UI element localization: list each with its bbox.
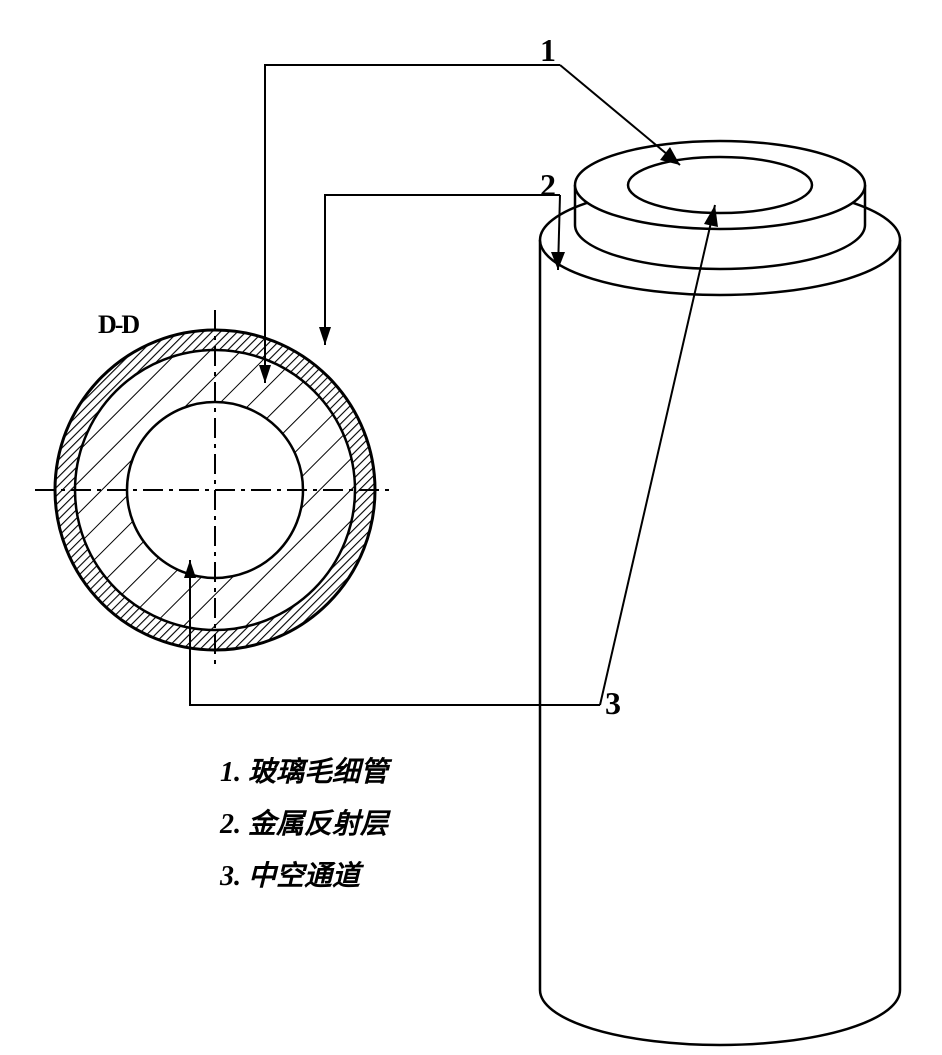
diagram-svg	[0, 0, 942, 1055]
legend-item-2: 2. 金属反射层	[220, 802, 388, 842]
technical-diagram: 1 2 3 D-D 1. 玻璃毛细管 2. 金属反射层 3. 中空通道	[0, 0, 942, 1055]
callout-2: 2	[540, 167, 556, 204]
callout-3: 3	[605, 685, 621, 722]
legend-item-3: 3. 中空通道	[220, 854, 388, 894]
section-label: D-D	[98, 310, 138, 340]
callout-1: 1	[540, 32, 556, 69]
cross-section-view	[35, 310, 395, 670]
cylinder-view	[540, 141, 900, 1045]
legend: 1. 玻璃毛细管 2. 金属反射层 3. 中空通道	[220, 750, 388, 906]
legend-item-1: 1. 玻璃毛细管	[220, 750, 388, 790]
